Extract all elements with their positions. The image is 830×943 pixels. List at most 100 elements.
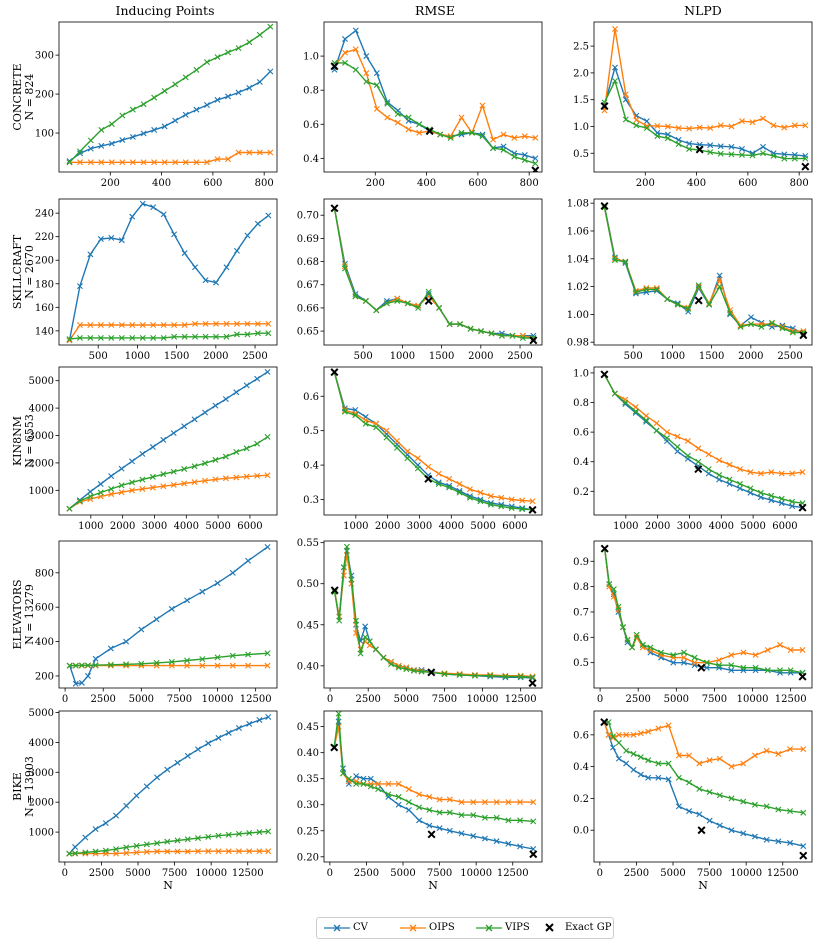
data-point-oips — [802, 122, 809, 129]
data-point-cv — [233, 389, 240, 396]
data-point-oips — [643, 412, 650, 419]
data-point-vips — [674, 443, 681, 450]
x-tick-label: 0 — [327, 868, 333, 879]
data-point-cv — [267, 68, 274, 75]
data-point-oips — [517, 672, 524, 679]
data-point-oips — [738, 118, 745, 125]
row-label-n: N = 6553 — [23, 414, 36, 468]
data-point-oips — [726, 461, 733, 468]
data-point-oips — [760, 115, 767, 122]
plot-area — [600, 718, 808, 860]
y-tick-label: 0.0 — [573, 826, 589, 837]
data-point-vips — [362, 634, 369, 641]
data-point-vips — [66, 159, 73, 166]
y-tick-label: 200 — [35, 256, 54, 267]
data-point-vips — [664, 296, 671, 303]
exact-gp-point — [529, 336, 538, 345]
data-point-cv — [622, 401, 629, 407]
series-line-vips — [333, 208, 534, 339]
data-point-vips — [92, 662, 99, 669]
data-point-cv — [760, 143, 767, 150]
data-point-oips — [235, 149, 242, 156]
data-point-cv — [87, 488, 94, 495]
series-oips — [601, 719, 807, 770]
y-tick-label: 0.45 — [297, 722, 319, 733]
data-point-vips — [716, 662, 722, 669]
data-point-vips — [243, 445, 250, 452]
data-point-cv — [222, 396, 229, 403]
data-point-cv — [757, 494, 764, 501]
x-tick-label: 12500 — [505, 694, 537, 705]
series-exact-gp — [330, 743, 538, 859]
data-point-vips — [508, 505, 515, 512]
x-tick-label: 600 — [468, 178, 487, 189]
data-point-oips — [265, 320, 272, 327]
data-point-oips — [736, 466, 743, 473]
plot-area — [330, 711, 538, 859]
data-point-vips — [622, 116, 629, 123]
data-point-cv — [675, 136, 682, 143]
data-point-oips — [717, 122, 724, 129]
legend-label-oips: OIPS — [429, 922, 455, 933]
data-point-vips — [658, 649, 665, 656]
data-point-cv — [706, 817, 713, 824]
data-point-vips — [632, 289, 639, 296]
data-point-vips — [467, 325, 474, 332]
data-point-oips — [160, 321, 167, 328]
data-point-vips — [245, 651, 252, 658]
panel-elevators-inducing-points: 0 2500 5000 7500 10000 12500 200 400 600 800 ELEVA… — [11, 540, 278, 705]
x-tick-label: 2500 — [624, 868, 649, 879]
data-point-vips — [740, 798, 747, 805]
data-point-oips — [212, 476, 219, 483]
plot-area — [600, 201, 808, 340]
data-point-vips — [517, 673, 524, 680]
data-point-vips — [184, 836, 191, 843]
series-oips — [601, 204, 807, 335]
data-point-vips — [151, 94, 158, 101]
data-point-vips — [747, 485, 754, 492]
data-point-vips — [441, 671, 448, 678]
data-point-vips — [66, 336, 73, 343]
series-cv — [331, 547, 536, 682]
data-point-vips — [244, 331, 251, 338]
data-point-vips — [342, 59, 349, 66]
series-line-oips — [334, 554, 533, 678]
data-point-cv — [716, 664, 722, 671]
data-point-cv — [674, 448, 681, 455]
panel-elevators-nlpd: 0 2500 5000 7500 10000 12500 0.5 0.6 0.7 0.8 0.9 — [573, 540, 813, 705]
data-point-cv — [530, 845, 537, 852]
data-point-vips — [352, 66, 359, 73]
data-point-vips — [353, 617, 360, 624]
y-tick-label: 2000 — [29, 798, 54, 809]
data-point-cv — [149, 444, 156, 451]
data-point-oips — [751, 752, 758, 759]
y-tick-label: 0.6 — [303, 120, 319, 131]
data-point-vips — [498, 503, 505, 510]
data-point-vips — [108, 334, 115, 341]
data-point-oips — [214, 662, 221, 669]
data-point-cv — [202, 277, 209, 284]
data-point-oips — [637, 730, 644, 737]
axes-frame — [58, 710, 278, 863]
data-point-vips — [686, 779, 693, 786]
data-point-oips — [203, 159, 210, 166]
data-point-cv — [637, 771, 644, 778]
data-point-vips — [685, 305, 692, 312]
series-oips — [66, 320, 272, 344]
y-tick-label: 140 — [35, 326, 54, 337]
data-point-oips — [446, 475, 453, 482]
data-point-oips — [456, 481, 463, 488]
panel-kin8nm-rmse: 1000 2000 3000 4000 5000 6000 0.3 0.4 0.5 0.6 — [303, 366, 543, 532]
data-point-cv — [168, 605, 175, 612]
data-point-cv — [191, 416, 198, 423]
data-point-oips — [181, 480, 188, 487]
series-cv — [331, 205, 537, 339]
data-point-cv — [632, 409, 639, 416]
data-point-vips — [653, 286, 660, 293]
data-point-vips — [519, 335, 526, 342]
data-point-cv — [244, 232, 251, 239]
data-point-vips — [388, 661, 395, 668]
data-point-vips — [505, 817, 512, 824]
data-point-vips — [458, 812, 465, 819]
data-point-vips — [199, 656, 206, 663]
